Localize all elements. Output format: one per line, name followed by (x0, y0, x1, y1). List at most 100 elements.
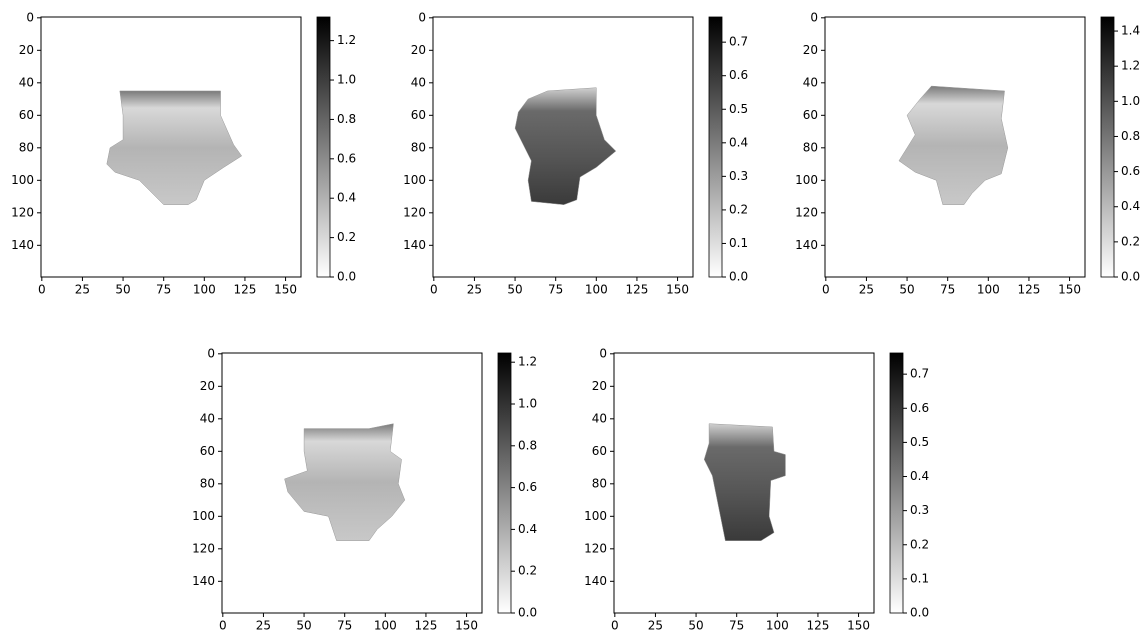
y-tick-label: 60 (19, 108, 34, 122)
y-tick-label: 140 (795, 238, 818, 252)
colorbar-tick-label: 0.2 (518, 564, 537, 578)
x-tick-label: 25 (75, 283, 90, 297)
colorbar-tick-label: 0.2 (337, 230, 356, 244)
colorbar (889, 352, 904, 614)
colorbar-tick-label: 1.2 (1121, 59, 1140, 73)
y-tick-label: 20 (411, 43, 426, 57)
colorbar-tick-label: 0.1 (910, 571, 929, 585)
x-tick-label: 100 (585, 283, 608, 297)
colorbar-tick-label: 0.0 (1121, 270, 1140, 284)
image-region (106, 90, 243, 205)
y-tick-label: 20 (803, 43, 818, 57)
colorbar-tick-label: 1.0 (518, 396, 537, 410)
colorbar-tick-label: 1.2 (337, 33, 356, 47)
colorbar-tick-label: 0.3 (910, 503, 929, 517)
x-tick-label: 25 (648, 619, 663, 633)
y-tick-label: 0 (810, 10, 818, 24)
x-tick-label: 50 (115, 283, 130, 297)
colorbar-tick-label: 0.2 (910, 537, 929, 551)
colorbar-tick-label: 0.5 (910, 435, 929, 449)
axes-frame (40, 16, 302, 278)
x-tick-label: 50 (899, 283, 914, 297)
y-tick-label: 120 (192, 541, 215, 555)
y-tick-label: 60 (411, 108, 426, 122)
y-tick-label: 0 (26, 10, 34, 24)
colorbar-tick-label: 0.4 (337, 191, 356, 205)
x-tick-label: 0 (219, 619, 227, 633)
colorbar-tick-label: 0.8 (518, 438, 537, 452)
colorbar-tick-label: 1.2 (518, 355, 537, 369)
y-tick-label: 40 (200, 411, 215, 425)
colorbar-tick-label: 0.6 (337, 151, 356, 165)
y-tick-label: 60 (200, 444, 215, 458)
colorbar-tick-label: 0.6 (910, 401, 929, 415)
colorbar-tick-label: 1.0 (1121, 94, 1140, 108)
x-tick-label: 150 (666, 283, 689, 297)
x-tick-label: 100 (193, 283, 216, 297)
colorbar (708, 16, 723, 278)
x-tick-label: 150 (274, 283, 297, 297)
colorbar-tick-label: 1.4 (1121, 24, 1140, 38)
y-tick-label: 0 (418, 10, 426, 24)
x-tick-label: 50 (296, 619, 311, 633)
x-tick-label: 125 (1017, 283, 1040, 297)
colorbar-tick-label: 0.7 (729, 35, 748, 49)
x-tick-label: 75 (729, 619, 744, 633)
x-tick-label: 75 (156, 283, 171, 297)
y-tick-label: 100 (192, 509, 215, 523)
x-tick-label: 50 (688, 619, 703, 633)
image-region (514, 87, 617, 205)
x-tick-label: 50 (507, 283, 522, 297)
x-tick-label: 150 (1058, 283, 1081, 297)
colorbar-tick-label: 0.5 (729, 102, 748, 116)
y-tick-label: 140 (192, 574, 215, 588)
x-tick-label: 100 (766, 619, 789, 633)
colorbar-tick-label: 0.0 (910, 606, 929, 620)
y-tick-label: 100 (11, 173, 34, 187)
y-tick-label: 60 (592, 444, 607, 458)
colorbar-tick-label: 0.8 (337, 112, 356, 126)
y-tick-label: 120 (584, 541, 607, 555)
y-tick-label: 40 (803, 75, 818, 89)
colorbar-tick-label: 0.0 (518, 606, 537, 620)
y-tick-label: 120 (403, 205, 426, 219)
image-region (898, 85, 1009, 205)
colorbar-tick-label: 0.6 (1121, 164, 1140, 178)
x-tick-label: 75 (548, 283, 563, 297)
image-region (703, 423, 786, 541)
y-tick-label: 140 (11, 238, 34, 252)
y-tick-label: 0 (599, 346, 607, 360)
axes-frame (432, 16, 694, 278)
y-tick-label: 80 (19, 140, 34, 154)
colorbar-tick-label: 0.0 (729, 270, 748, 284)
x-tick-label: 0 (38, 283, 46, 297)
y-tick-label: 40 (19, 75, 34, 89)
colorbar-tick-label: 0.4 (729, 135, 748, 149)
colorbar-tick-label: 0.8 (1121, 129, 1140, 143)
y-tick-label: 20 (592, 379, 607, 393)
y-tick-label: 80 (592, 476, 607, 490)
x-tick-label: 100 (374, 619, 397, 633)
y-tick-label: 140 (403, 238, 426, 252)
colorbar-tick-label: 0.2 (1121, 234, 1140, 248)
y-tick-label: 60 (803, 108, 818, 122)
colorbar-tick-label: 0.6 (729, 68, 748, 82)
y-tick-label: 80 (803, 140, 818, 154)
colorbar-tick-label: 0.0 (337, 270, 356, 284)
x-tick-label: 0 (822, 283, 830, 297)
y-tick-label: 20 (19, 43, 34, 57)
x-tick-label: 25 (467, 283, 482, 297)
y-tick-label: 80 (200, 476, 215, 490)
x-tick-label: 75 (337, 619, 352, 633)
y-tick-label: 80 (411, 140, 426, 154)
y-tick-label: 140 (584, 574, 607, 588)
colorbar-tick-label: 0.7 (910, 367, 929, 381)
colorbar-tick-label: 1.0 (337, 73, 356, 87)
y-tick-label: 120 (795, 205, 818, 219)
x-tick-label: 75 (940, 283, 955, 297)
y-tick-label: 40 (411, 75, 426, 89)
x-tick-label: 125 (233, 283, 256, 297)
axes-frame (613, 352, 875, 614)
colorbar-tick-label: 0.6 (518, 480, 537, 494)
